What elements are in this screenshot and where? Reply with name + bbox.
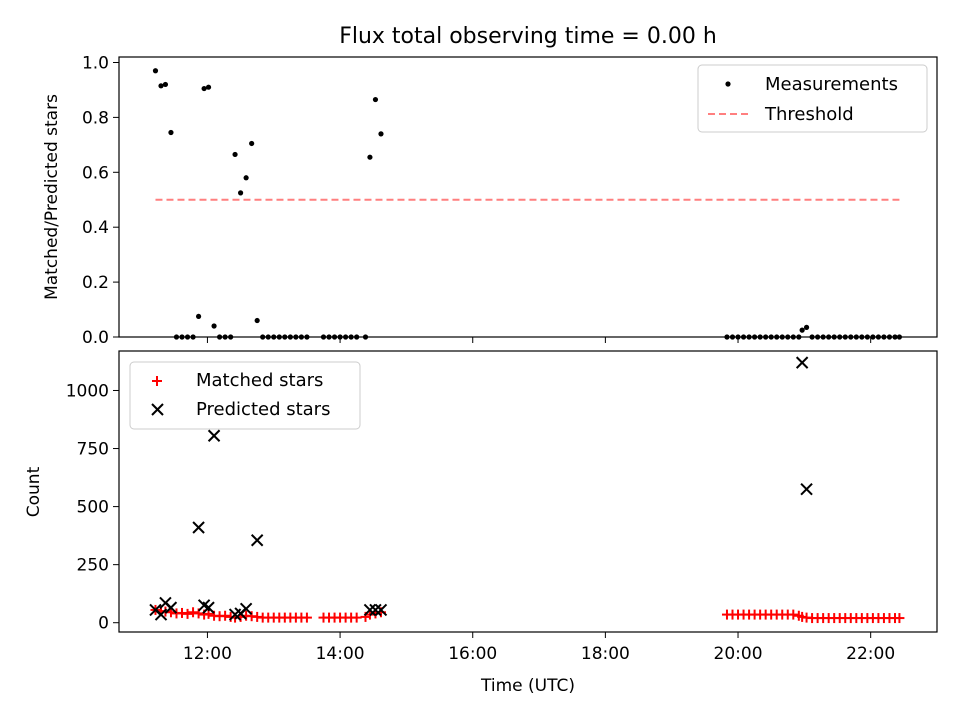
matched-star-point (788, 609, 799, 620)
predicted-star-point (795, 356, 809, 369)
bottom-panel: 0 250 500 750 1000 12:00 14:00 16:00 18:00 20:00… (24, 350, 938, 696)
legend-predicted-label: Predicted stars (196, 399, 330, 420)
predicted-star-point (154, 608, 168, 621)
legend-threshold-label: Threshold (764, 104, 854, 125)
measurement-point (249, 140, 255, 147)
bottom-x-tick-label: 16:00 (448, 644, 497, 664)
measurement-point (254, 317, 260, 324)
predicted-star-point (202, 601, 215, 614)
top-y-ticks: 0.0 0.2 0.4 0.6 0.8 1.0 (82, 53, 119, 348)
top-legend-frame (697, 64, 928, 133)
top-y-tick-label: 0.4 (82, 218, 109, 238)
bottom-x-ticks: 12:00 14:00 16:00 18:00 20:00 22:00 (183, 632, 895, 664)
top-y-tick-label: 1.0 (82, 53, 109, 73)
measurement-point (232, 151, 238, 158)
top-y-tick-label: 0.2 (82, 273, 109, 293)
measurement-point (799, 327, 805, 333)
bottom-x-tick-label: 22:00 (846, 644, 895, 664)
measurement-point (211, 323, 217, 329)
bottom-x-tick-label: 20:00 (714, 644, 763, 664)
legend-measurements-marker (725, 81, 731, 87)
bottom-y-tick-label: 1000 (66, 381, 109, 401)
legend-measurements-label: Measurements (765, 74, 898, 95)
bottom-x-tick-label: 14:00 (316, 644, 365, 664)
bottom-x-tick-label: 18:00 (581, 644, 630, 664)
measurement-point (372, 96, 379, 103)
matched-star-point (182, 608, 193, 619)
predicted-star-point (800, 482, 813, 496)
predicted-star-point (363, 603, 377, 617)
top-y-tick-label: 0.0 (82, 328, 109, 348)
bottom-legend-frame (129, 361, 361, 430)
predicted-star-point (192, 521, 205, 534)
matched-star-point (894, 613, 905, 624)
legend-matched-marker (152, 376, 162, 386)
x-axis-label: Time (UTC) (480, 676, 575, 696)
measurement-point (243, 175, 249, 181)
top-title: Flux total observing time = 0.00 h (339, 24, 717, 49)
top-y-tick-label: 0.8 (82, 108, 109, 128)
bottom-y-axis-label: Count (24, 466, 44, 517)
legend-predicted-marker (151, 403, 164, 416)
bottom-plot-area (149, 356, 905, 624)
top-y-tick-label: 0.6 (82, 163, 109, 183)
bottom-legend: Matched stars Predicted stars (129, 361, 361, 430)
top-panel: Flux total observing time = 0.00 h 0.00.… (42, 24, 938, 348)
matched-star-point (220, 610, 231, 621)
bottom-y-tick-label: 500 (77, 498, 109, 518)
bottom-y-tick-label: 0 (98, 614, 109, 634)
measurement-point (201, 85, 207, 92)
top-axes-frame (118, 56, 938, 338)
matched-star-point (301, 612, 312, 623)
predicted-star-point (239, 602, 253, 615)
top-legend: Measurements Threshold (697, 64, 928, 133)
matched-star-point (351, 612, 362, 623)
measurement-point (205, 84, 212, 90)
top-y-axis-label: Matched/Predicted stars (42, 94, 62, 300)
bottom-x-tick-label: 12:00 (183, 644, 232, 664)
predicted-star-point (250, 534, 264, 547)
matched-star-point (188, 607, 199, 618)
measurement-point (168, 129, 174, 136)
predicted-star-point (374, 603, 388, 617)
measurement-point (803, 324, 810, 330)
measurement-point (195, 313, 202, 320)
top-plot-area (152, 68, 903, 340)
legend-matched-label: Matched stars (196, 370, 323, 391)
measurement-point (158, 83, 164, 89)
predicted-star-point (164, 601, 178, 614)
bottom-y-ticks: 0 250 500 750 1000 (66, 381, 119, 634)
measurement-point (152, 68, 159, 74)
bottom-y-tick-label: 250 (77, 556, 109, 576)
predicted-star-point (207, 429, 221, 442)
measurement-point (237, 190, 244, 196)
bottom-axes-frame (118, 350, 938, 633)
bottom-y-tick-label: 750 (77, 440, 109, 460)
measurement-point (162, 81, 169, 88)
measurement-point (367, 154, 373, 160)
measurement-point (378, 131, 384, 137)
predicted-star-point (369, 603, 382, 617)
